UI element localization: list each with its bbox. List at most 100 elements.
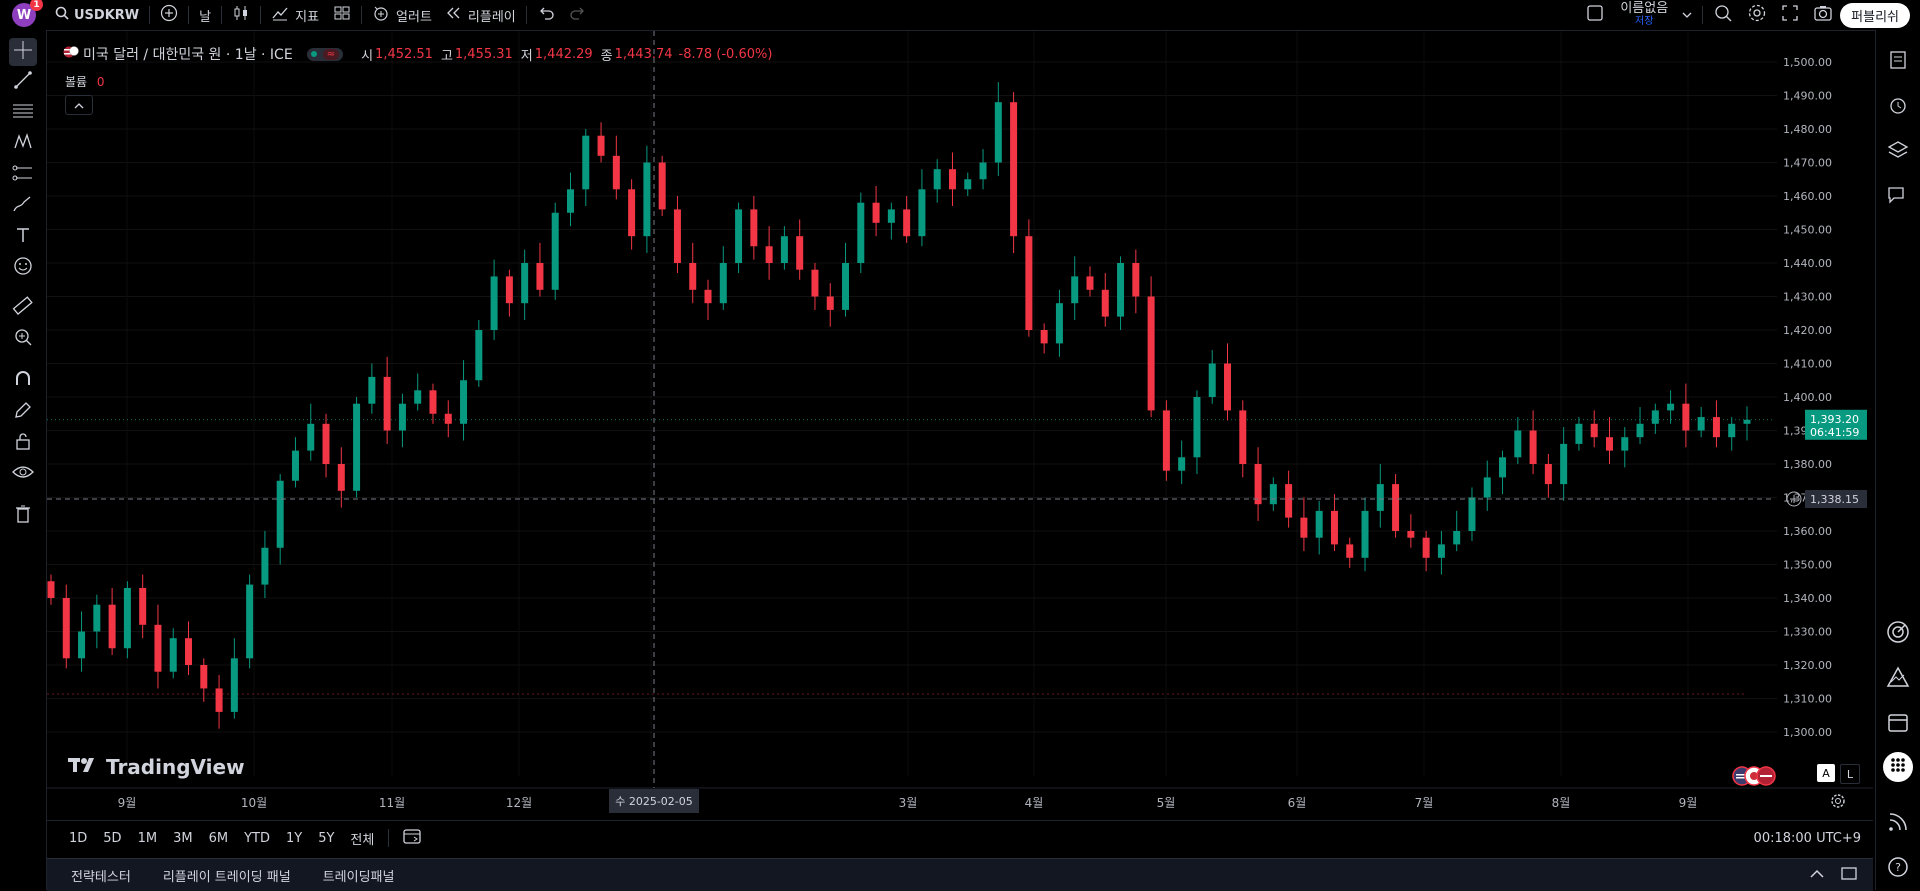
- price-axis[interactable]: 1,500.00 1,490.00 1,480.00 1,470.00 1,460.00…: [1783, 56, 1867, 739]
- price-tick: 1,310.00: [1783, 693, 1832, 706]
- candle-body: [1132, 263, 1140, 297]
- tab-strategy-tester[interactable]: 전략테스터: [71, 869, 131, 885]
- eye-icon: [12, 463, 34, 485]
- range-1d[interactable]: 1D: [69, 830, 88, 846]
- remove-drawings-tool[interactable]: [9, 502, 37, 530]
- brush-tool[interactable]: [9, 192, 37, 220]
- collapse-legend-button[interactable]: [65, 95, 93, 115]
- time-tick: 6월: [1288, 796, 1307, 810]
- trendline-tool[interactable]: [9, 68, 37, 96]
- chart-type-button[interactable]: [225, 0, 257, 30]
- magnet-tool[interactable]: [9, 367, 37, 395]
- price-chart[interactable]: 1,500.00 1,490.00 1,480.00 1,470.00 1,460.00…: [47, 31, 1873, 818]
- range-6m[interactable]: 6M: [208, 830, 229, 846]
- candle-body: [857, 202, 865, 263]
- lock-drawing-edit-tool[interactable]: [9, 398, 37, 426]
- crosshair-tool[interactable]: [9, 38, 37, 66]
- replay-button[interactable]: 리플레이: [439, 0, 523, 30]
- axis-settings-button[interactable]: [1830, 793, 1846, 813]
- candle-body: [704, 289, 712, 304]
- crosshair-price-value: 1,338.15: [1810, 493, 1859, 506]
- user-avatar[interactable]: W 1: [12, 0, 43, 27]
- alert-button[interactable]: 얼러트: [365, 0, 439, 30]
- divider: [221, 6, 223, 24]
- zoom-in-icon: [13, 327, 33, 351]
- utc-clock[interactable]: 00:18:00 UTC+9: [1753, 830, 1861, 846]
- currency-flags: [1732, 766, 1776, 790]
- candle-body: [948, 169, 956, 190]
- candle-body: [1208, 363, 1216, 397]
- auto-scale-button[interactable]: A: [1817, 764, 1835, 782]
- stream-button[interactable]: [1884, 810, 1912, 838]
- emoji-tool[interactable]: [9, 254, 37, 282]
- range-1y[interactable]: 1Y: [285, 830, 303, 846]
- market-status-toggle[interactable]: ≈: [306, 47, 344, 61]
- hide-drawings-tool[interactable]: [9, 460, 37, 488]
- object-tree-button[interactable]: [1884, 138, 1912, 166]
- panel-maximize-button[interactable]: [1841, 866, 1857, 884]
- crosshair: 1,338.15 수 2025-02-05: [47, 31, 1867, 813]
- chats-button[interactable]: [1884, 183, 1912, 211]
- tab-replay-trading-panel[interactable]: 리플레이 트레이딩 패널: [162, 869, 291, 885]
- range-ytd[interactable]: YTD: [244, 830, 270, 846]
- range-5y[interactable]: 5Y: [318, 830, 335, 846]
- candle-body: [169, 638, 177, 672]
- fullscreen-button[interactable]: [1774, 0, 1806, 30]
- target-button[interactable]: [1884, 620, 1912, 648]
- redo-button[interactable]: [562, 0, 594, 30]
- range-all[interactable]: 전체: [350, 832, 375, 848]
- price-tick: 1,420.00: [1783, 324, 1832, 337]
- candle-body: [1728, 423, 1736, 438]
- help-button[interactable]: ?: [1884, 855, 1912, 883]
- ideas-button[interactable]: [1884, 665, 1912, 693]
- symbol-title[interactable]: 미국 달러 / 대한민국 원 · 1날 · ICE: [83, 47, 293, 63]
- price-tick: 1,330.00: [1783, 626, 1832, 639]
- lock-all-tool[interactable]: [9, 429, 37, 457]
- layout-name: 이름없음: [1620, 1, 1669, 16]
- indicators-button[interactable]: 지표: [264, 0, 326, 30]
- divider: [1702, 6, 1704, 24]
- range-3m[interactable]: 3M: [173, 830, 193, 846]
- interval-button[interactable]: 날: [199, 9, 212, 25]
- candle-body: [1010, 102, 1018, 237]
- templates-button[interactable]: [326, 0, 358, 30]
- range-5d[interactable]: 5D: [103, 830, 122, 846]
- quick-search-button[interactable]: [1706, 0, 1740, 30]
- publish-button[interactable]: 퍼블리쉬: [1840, 2, 1910, 28]
- text-icon: [14, 226, 32, 248]
- volume-label: 볼륨: [65, 75, 88, 89]
- pattern-tool[interactable]: [9, 130, 37, 158]
- candle-body: [1743, 419, 1751, 424]
- goto-date-button[interactable]: [403, 827, 423, 849]
- pencil-lock-icon: [13, 400, 33, 424]
- settings-button[interactable]: [1740, 0, 1774, 30]
- price-tick: 1,340.00: [1783, 592, 1832, 605]
- watchlist-button[interactable]: [1884, 48, 1912, 76]
- zoom-tool[interactable]: [9, 325, 37, 353]
- tab-trading-panel[interactable]: 트레이딩패널: [322, 869, 395, 885]
- calendar-button[interactable]: [1884, 710, 1912, 738]
- candle-body: [490, 276, 498, 330]
- log-scale-button[interactable]: L: [1840, 764, 1860, 784]
- panel-collapse-button[interactable]: [1809, 868, 1825, 883]
- range-1m[interactable]: 1M: [137, 830, 158, 846]
- snapshot-button[interactable]: [1806, 0, 1840, 30]
- layout-select-button[interactable]: 이름없음 저장: [1579, 0, 1699, 30]
- projection-tool[interactable]: [9, 161, 37, 189]
- bar-countdown: 06:41:59: [1810, 426, 1859, 439]
- compare-symbol-button[interactable]: [153, 0, 185, 30]
- candle-body: [1437, 544, 1445, 558]
- change-value: -8.78 (-0.60%): [678, 46, 773, 62]
- symbol-search[interactable]: USDKRW: [48, 0, 146, 30]
- fib-tool[interactable]: [9, 99, 37, 127]
- tradingview-logo[interactable]: TradingView: [68, 755, 245, 779]
- candle-body: [337, 464, 345, 491]
- volume-legend: 볼륨 0: [65, 73, 105, 90]
- products-button[interactable]: [1883, 752, 1913, 782]
- text-tool[interactable]: [9, 223, 37, 251]
- grid-icon: [333, 4, 351, 26]
- undo-button[interactable]: [530, 0, 562, 30]
- measure-tool[interactable]: [9, 294, 37, 322]
- alerts-panel-button[interactable]: [1884, 93, 1912, 121]
- time-axis[interactable]: 9월10월11월12월20253월4월5월6월7월8월9월: [118, 796, 1698, 810]
